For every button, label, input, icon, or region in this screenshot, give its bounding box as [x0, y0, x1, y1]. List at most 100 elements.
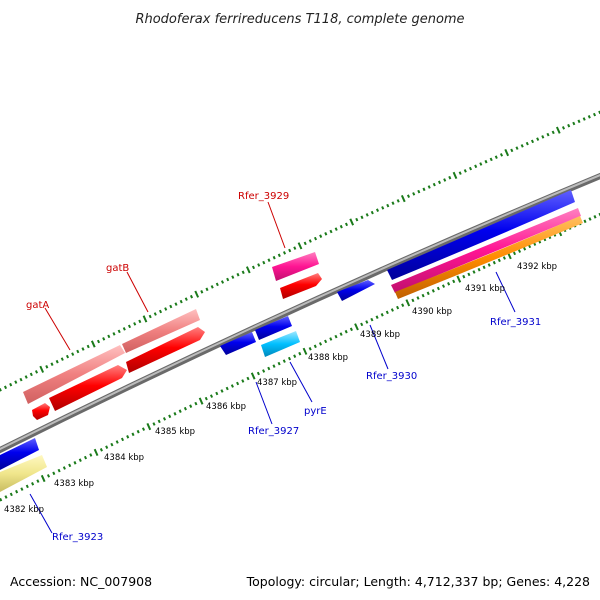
inner-minor-tick: [78, 458, 82, 462]
genome-backbone: [0, 172, 600, 454]
outer-minor-tick: [9, 382, 13, 387]
outer-minor-tick: [19, 377, 23, 382]
label-rfer3929: Rfer_3929: [238, 191, 289, 202]
inner-major-tick: [250, 372, 256, 380]
label-gatA: gatA: [26, 300, 49, 311]
leader-rfer3930: [369, 324, 389, 370]
gene-rfer3923[interactable]: [0, 455, 47, 492]
gene-magenta-long[interactable]: [391, 208, 581, 293]
outer-minor-tick: [396, 199, 400, 203]
outer-minor-tick: [102, 337, 106, 341]
outer-minor-tick: [60, 357, 64, 361]
inner-minor-tick: [62, 466, 66, 470]
outer-minor-tick: [360, 215, 364, 220]
gene-rfer3930[interactable]: [337, 280, 375, 301]
gene-rfer3929-red[interactable]: [280, 273, 322, 299]
outer-minor-tick: [324, 232, 328, 236]
gene-blue-long[interactable]: [387, 190, 575, 280]
inner-minor-tick: [204, 396, 208, 401]
inner-minor-tick: [426, 291, 430, 296]
inner-minor-tick: [36, 479, 40, 483]
outer-minor-tick: [86, 344, 90, 349]
inner-major-tick: [40, 474, 46, 483]
outer-minor-tick: [530, 139, 535, 144]
outer-minor-tick: [515, 146, 519, 150]
leader-gatB: [126, 271, 149, 313]
inner-minor-tick: [20, 487, 24, 491]
outer-minor-tick: [479, 162, 483, 166]
outer-minor-tick: [138, 319, 142, 324]
leader-rfer3923: [29, 493, 53, 534]
gene-red-small[interactable]: [32, 403, 50, 420]
inner-minor-tick: [497, 258, 501, 263]
inner-minor-tick: [477, 267, 481, 272]
outer-minor-tick: [577, 119, 581, 124]
outer-minor-tick: [386, 203, 390, 208]
outer-minor-tick: [189, 294, 194, 299]
outer-major-tick: [555, 126, 561, 134]
inner-minor-tick: [298, 351, 302, 356]
inner-minor-tick: [370, 317, 374, 322]
inner-minor-tick: [293, 354, 297, 358]
inner-major-tick: [93, 448, 99, 457]
outer-minor-tick: [541, 135, 545, 139]
outer-major-tick: [400, 194, 406, 203]
outer-major-tick: [39, 365, 45, 373]
outer-minor-tick: [329, 229, 333, 234]
scale-label-4386: 4386 kbp: [206, 402, 246, 412]
gene-pyrE[interactable]: [261, 331, 300, 357]
leader-rfer3927: [255, 381, 273, 425]
outer-minor-tick: [267, 258, 271, 262]
inner-minor-tick: [241, 379, 245, 383]
outer-minor-tick: [220, 280, 225, 284]
outer-minor-tick: [158, 309, 163, 314]
inner-minor-tick: [183, 406, 187, 411]
inner-minor-tick: [157, 419, 161, 424]
inner-minor-tick: [246, 376, 250, 381]
inner-minor-tick: [472, 270, 476, 274]
gene-gatB[interactable]: [122, 309, 200, 353]
inner-minor-tick: [282, 359, 286, 363]
inner-minor-tick: [110, 442, 114, 447]
inner-minor-tick: [120, 437, 125, 442]
outer-minor-tick: [29, 372, 33, 377]
inner-minor-tick: [0, 497, 3, 502]
inner-minor-tick: [4, 495, 8, 499]
outer-tick-row: [0, 110, 600, 392]
gene-red-left[interactable]: [49, 365, 127, 411]
gene-red-right[interactable]: [126, 327, 205, 373]
outer-major-tick: [452, 171, 458, 180]
outer-minor-tick: [303, 241, 307, 246]
inner-minor-tick: [431, 289, 435, 293]
gene-rfer3931[interactable]: [395, 216, 583, 299]
inner-minor-tick: [136, 429, 140, 434]
scale-label-4391: 4391 kbp: [465, 284, 505, 294]
inner-minor-tick: [25, 484, 29, 489]
outer-minor-tick: [375, 208, 380, 212]
inner-minor-tick: [308, 347, 312, 351]
gene-rfer3929[interactable]: [272, 252, 319, 281]
inner-minor-tick: [115, 440, 119, 444]
gene-blue-3927[interactable]: [255, 316, 292, 340]
outer-minor-tick: [65, 354, 70, 359]
inner-minor-tick: [482, 265, 486, 270]
scale-label-4384: 4384 kbp: [104, 453, 144, 463]
outer-minor-tick: [169, 304, 173, 309]
inner-minor-tick: [68, 463, 72, 468]
outer-minor-tick: [432, 182, 436, 187]
outer-minor-tick: [572, 121, 576, 126]
inner-minor-tick: [99, 448, 103, 452]
gene-blue-far-left[interactable]: [0, 438, 39, 470]
inner-minor-tick: [126, 435, 130, 439]
outer-minor-tick: [551, 130, 555, 135]
inner-minor-tick: [220, 389, 224, 393]
inner-minor-tick: [447, 282, 451, 286]
gene-blue-3926[interactable]: [220, 332, 256, 355]
gene-gatA[interactable]: [23, 345, 125, 404]
inner-minor-tick: [421, 293, 425, 298]
scale-label-4392: 4392 kbp: [517, 262, 557, 272]
outer-minor-tick: [417, 189, 421, 194]
outer-minor-tick: [133, 322, 137, 326]
label-pyrE: pyrE: [304, 406, 327, 417]
inner-minor-tick: [329, 337, 333, 341]
